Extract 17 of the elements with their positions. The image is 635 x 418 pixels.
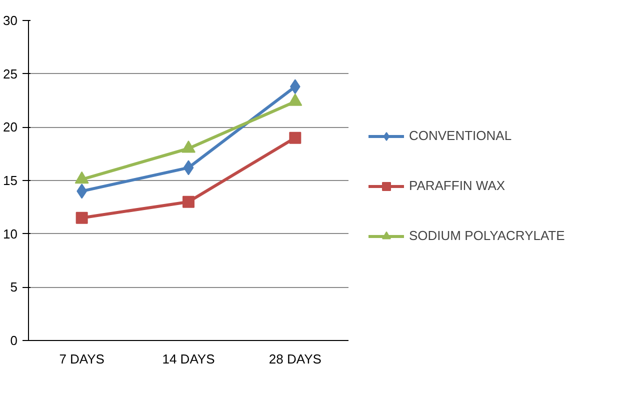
y-tick-label: 20: [3, 120, 18, 135]
point: [182, 196, 194, 208]
x-tick-label: 14 DAYS: [162, 352, 216, 366]
x-tick-label: 7 DAYS: [59, 352, 105, 366]
legend-label: PARAFFIN WAX: [409, 178, 506, 193]
y-tick-label: 10: [3, 226, 18, 242]
y-tick-label: 15: [3, 173, 18, 188]
y-tick-label: 30: [3, 13, 18, 28]
legend-label: SODIUM POLYACRYLATE: [409, 228, 565, 243]
point: [289, 132, 302, 144]
legend-label: CONVENTIONAL: [409, 128, 512, 143]
point: [76, 212, 88, 224]
y-tick-label: 5: [10, 280, 18, 295]
point: [183, 160, 194, 176]
y-tick-label: 25: [3, 66, 18, 82]
y-tick-label: 0: [10, 333, 18, 348]
x-tick-label: 28 DAYS: [268, 352, 322, 366]
